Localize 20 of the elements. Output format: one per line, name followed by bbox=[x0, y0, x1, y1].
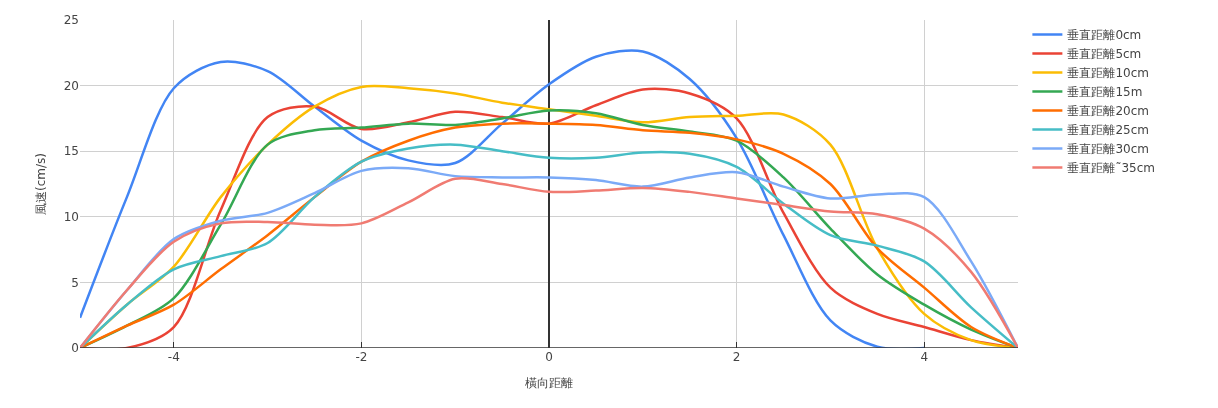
y-tick-label: 5 bbox=[71, 275, 79, 290]
legend-label: 垂直距離˜35cm bbox=[1067, 161, 1155, 176]
legend-label: 垂直距離5cm bbox=[1067, 47, 1142, 62]
y-tick-label: 25 bbox=[63, 13, 79, 28]
y-tick-label: 10 bbox=[63, 210, 79, 224]
x-tick-label: 0 bbox=[545, 350, 553, 364]
x-tick-label: 2 bbox=[732, 350, 741, 364]
legend-label: 垂直距離30cm bbox=[1067, 142, 1149, 157]
y-tick-label: 20 bbox=[63, 78, 79, 93]
legend-label: 垂直距離10cm bbox=[1067, 66, 1149, 81]
legend-label: 垂直距離20cm bbox=[1067, 104, 1149, 119]
legend-label: 垂直距離0cm bbox=[1067, 28, 1142, 43]
y-tick-label: 15 bbox=[63, 144, 79, 159]
x-axis-title: 橫向距離 bbox=[525, 375, 573, 390]
y-axis-title: 風速(cm/s) bbox=[34, 153, 49, 215]
legend-label: 垂直距離25cm bbox=[1067, 123, 1149, 138]
x-tick-label: 4 bbox=[920, 350, 929, 364]
x-tick-label: -2 bbox=[355, 350, 368, 364]
x-tick-label: -4 bbox=[167, 350, 180, 364]
legend-label: 垂直距離15m bbox=[1067, 85, 1143, 100]
